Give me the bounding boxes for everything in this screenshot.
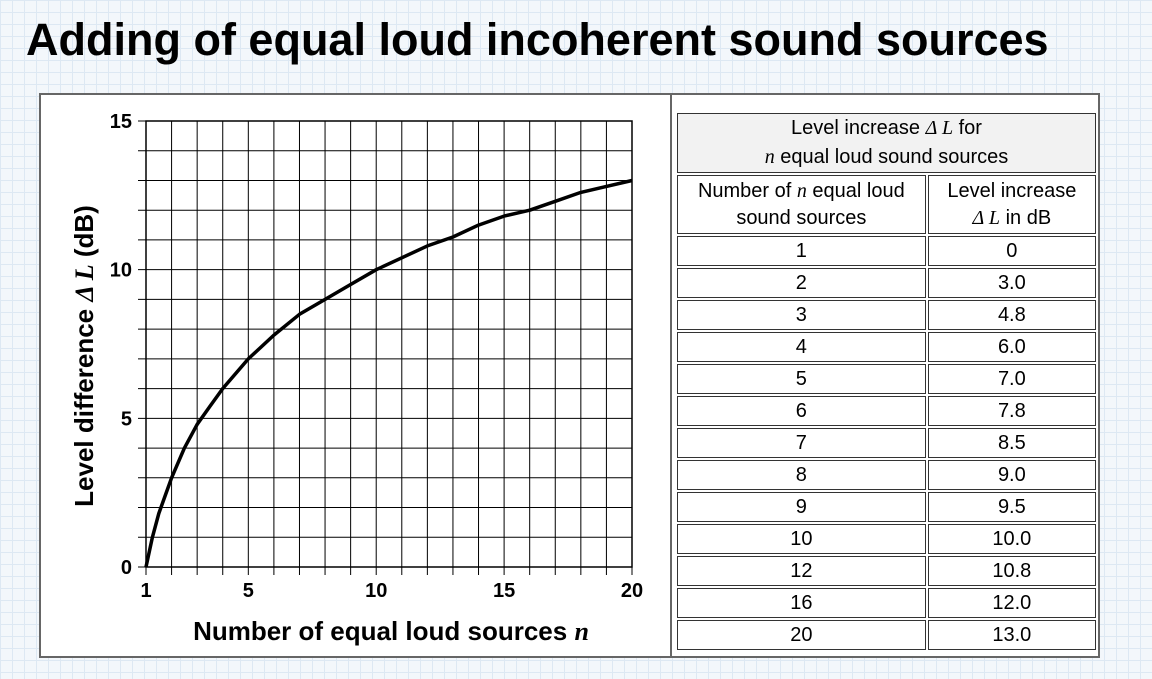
y-tick-label: 15 (110, 111, 132, 133)
cell-source-count: 9 (677, 492, 926, 522)
content-panel: 1 5 10 15 20 0 5 10 15 Number of equal loud sour… (39, 93, 1100, 658)
cell-source-count: 2 (677, 268, 926, 298)
table-row: 7 8.5 (677, 428, 1096, 458)
cell-source-count: 10 (677, 524, 926, 554)
table-row: 4 6.0 (677, 332, 1096, 362)
chart-area: 1 5 10 15 20 0 5 10 15 Number of equal loud sour… (41, 95, 672, 656)
series-line (144, 178, 633, 568)
cell-source-count: 1 (677, 236, 926, 266)
y-tick-label: 5 (121, 408, 132, 430)
x-tick-label: 1 (140, 580, 151, 602)
cell-level-increase: 7.0 (927, 364, 1096, 394)
table-row: 20 13.0 (677, 620, 1096, 650)
cell-source-count: 6 (677, 396, 926, 426)
cell-level-increase: 0 (927, 236, 1096, 266)
table-body: 1 0 2 3.0 3 4.8 4 6.0 5 7.0 6 7.8 7 8.5 8 9.0 9 9.5 10 10.0… (677, 236, 1096, 650)
cell-level-increase: 7.8 (927, 396, 1096, 426)
table-row: 5 7.0 (677, 364, 1096, 394)
plot-frame (145, 120, 633, 568)
cell-source-count: 20 (677, 620, 926, 650)
cell-level-increase: 8.5 (927, 428, 1096, 458)
column-header-sources: Number of n equal loud sound sources (677, 175, 926, 234)
cell-level-increase: 10.8 (927, 556, 1096, 586)
cell-level-increase: 3.0 (927, 268, 1096, 298)
cell-level-increase: 6.0 (927, 332, 1096, 362)
cell-level-increase: 9.0 (927, 460, 1096, 490)
table-caption: Level increase Δ L for n equal loud soun… (677, 113, 1096, 173)
table-header-row: Number of n equal loud sound sources Lev… (677, 175, 1096, 234)
cell-level-increase: 9.5 (927, 492, 1096, 522)
cell-source-count: 7 (677, 428, 926, 458)
cell-source-count: 12 (677, 556, 926, 586)
table-row: 8 9.0 (677, 460, 1096, 490)
cell-level-increase: 13.0 (927, 620, 1096, 650)
x-tick-label: 5 (243, 580, 254, 602)
x-tick-label: 10 (365, 580, 387, 602)
cell-level-increase: 12.0 (927, 588, 1096, 618)
table-row: 3 4.8 (677, 300, 1096, 330)
cell-source-count: 16 (677, 588, 926, 618)
table-row: 2 3.0 (677, 268, 1096, 298)
table-row: 16 12.0 (677, 588, 1096, 618)
table-row: 10 10.0 (677, 524, 1096, 554)
level-increase-table: Level increase Δ L for n equal loud soun… (675, 111, 1098, 652)
grid (138, 120, 633, 575)
page-title: Adding of equal loud incoherent sound so… (26, 14, 1049, 65)
y-tick-label: 10 (110, 260, 132, 282)
cell-level-increase: 4.8 (927, 300, 1096, 330)
table-row: 12 10.8 (677, 556, 1096, 586)
x-tick-label: 15 (493, 580, 515, 602)
cell-source-count: 5 (677, 364, 926, 394)
x-tick-label: 20 (621, 580, 643, 602)
cell-source-count: 4 (677, 332, 926, 362)
cell-level-increase: 10.0 (927, 524, 1096, 554)
x-axis-label: Number of equal loud sources n (193, 616, 589, 646)
cell-source-count: 8 (677, 460, 926, 490)
y-axis-label: Level difference Δ L (dB) (69, 205, 99, 507)
table-caption-row: Level increase Δ L for n equal loud soun… (677, 113, 1096, 173)
table-row: 9 9.5 (677, 492, 1096, 522)
table-row: 6 7.8 (677, 396, 1096, 426)
y-tick-label: 0 (121, 557, 132, 579)
cell-source-count: 3 (677, 300, 926, 330)
column-header-level-increase: Level increase Δ L in dB (927, 175, 1096, 234)
